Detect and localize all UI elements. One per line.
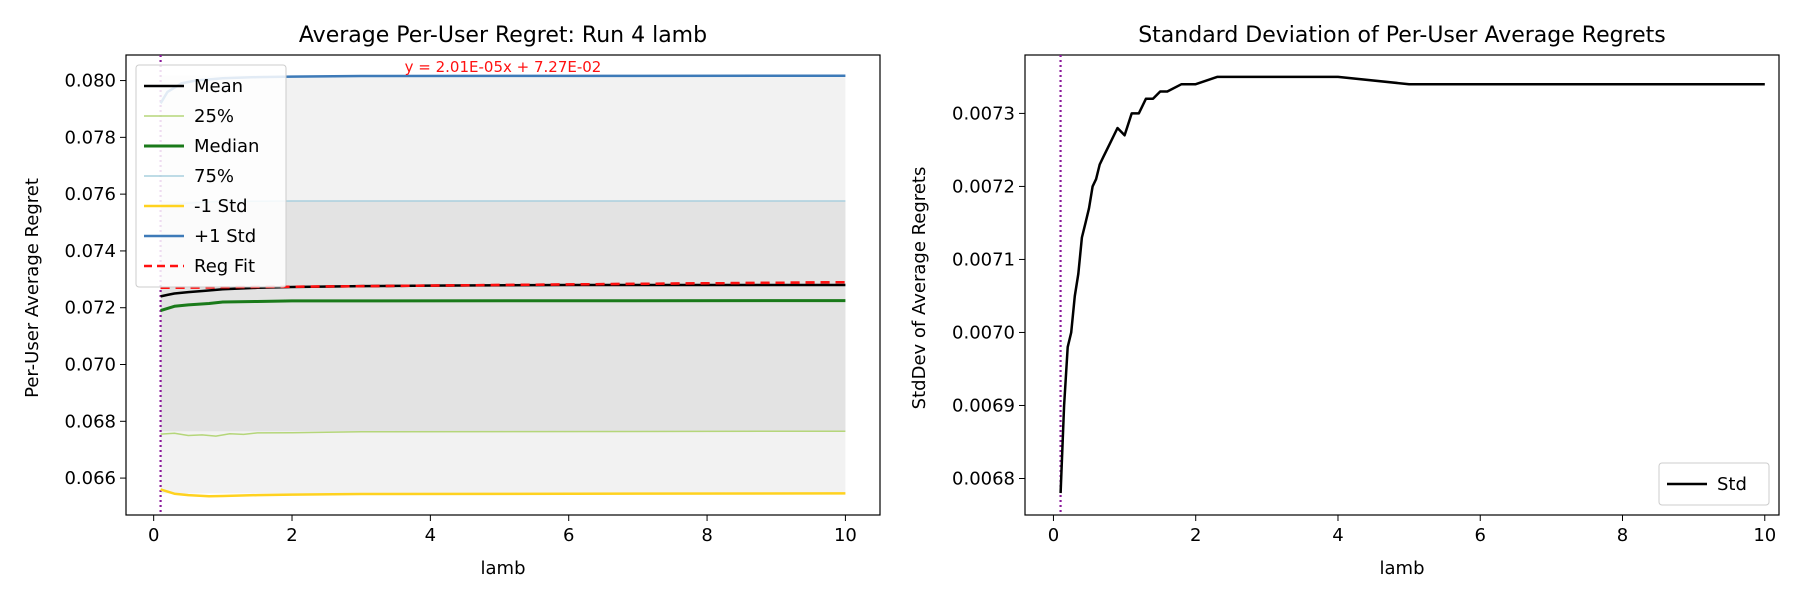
right-plot-area: 0 2 4 6 8 10 0.0068 0.0069 0.0070 0.0071 0.0072 0.0… [952, 54, 1780, 546]
right-y-tick-label: 0.0073 [952, 103, 1015, 124]
left-y-tick-label: 0.074 [64, 241, 116, 262]
right-y-tick-label: 0.0072 [952, 176, 1015, 197]
left-plot-area: 0 2 4 6 8 10 0.066 0.068 0.070 0.072 0.074 0.076 0.0… [64, 54, 881, 546]
regression-fit-annotation: y = 2.01E-05x + 7.27E-02 [405, 58, 602, 76]
right-legend-label: Std [1717, 474, 1747, 495]
left-y-tick-label: 0.080 [64, 71, 116, 92]
left-legend-label: Reg Fit [194, 256, 255, 277]
left-y-tick-label: 0.076 [64, 184, 116, 205]
left-x-tick-label: 0 [148, 525, 159, 546]
right-chart-title: Standard Deviation of Per-User Average R… [1138, 23, 1666, 48]
right-chart-panel: Standard Deviation of Per-User Average R… [909, 23, 1780, 579]
left-x-tick-label: 8 [701, 525, 712, 546]
left-y-tick-label: 0.066 [64, 468, 116, 489]
right-x-tick-label: 8 [1617, 525, 1628, 546]
left-x-tick-label: 6 [563, 525, 574, 546]
left-x-tick-label: 2 [286, 525, 297, 546]
left-chart-title: Average Per-User Regret: Run 4 lamb [299, 23, 707, 48]
left-series-line-median [160, 299, 846, 313]
right-x-axis-label: lamb [1380, 558, 1425, 579]
left-chart-panel: Average Per-User Regret: Run 4 lamb lamb… [22, 23, 881, 579]
right-axes-frame [1024, 54, 1780, 516]
left-y-tick-label: 0.078 [64, 127, 116, 148]
right-x-tick-label: 2 [1190, 525, 1201, 546]
right-x-tick-label: 4 [1332, 525, 1343, 546]
right-x-tick-label: 0 [1048, 525, 1059, 546]
left-series-line--1-std [160, 488, 846, 498]
left-x-tick-label: 10 [834, 525, 857, 546]
left-x-tick-label: 4 [425, 525, 436, 546]
right-x-tick-label: 6 [1475, 525, 1486, 546]
right-y-axis-label: StdDev of Average Regrets [909, 167, 930, 410]
right-y-tick-label: 0.0070 [952, 322, 1015, 343]
right-y-tick-label: 0.0069 [952, 395, 1015, 416]
left-x-axis-label: lamb [481, 558, 526, 579]
left-y-axis-label: Per-User Average Regret [22, 178, 43, 398]
right-series-line-std [1059, 75, 1765, 494]
right-y-tick-label: 0.0068 [952, 468, 1015, 489]
left-y-tick-label: 0.068 [64, 411, 116, 432]
left-series-line-reg-fit-overlay [160, 280, 846, 290]
left-legend-box [135, 64, 287, 288]
right-legend-box [1658, 462, 1770, 506]
left-y-tick-label: 0.072 [64, 298, 116, 319]
left-legend-label: +1 Std [194, 226, 256, 247]
left-legend-label: -1 Std [194, 196, 248, 217]
left-y-tick-label: 0.070 [64, 355, 116, 376]
left-axes-frame [125, 54, 881, 516]
left-legend-label: 75% [194, 166, 234, 187]
left-legend-label: 25% [194, 106, 234, 127]
right-y-tick-label: 0.0071 [952, 249, 1015, 270]
left-legend-label: Mean [194, 76, 243, 97]
left-legend-label: Median [194, 136, 259, 157]
right-x-tick-label: 10 [1753, 525, 1776, 546]
left-series-line-25- [160, 430, 846, 437]
